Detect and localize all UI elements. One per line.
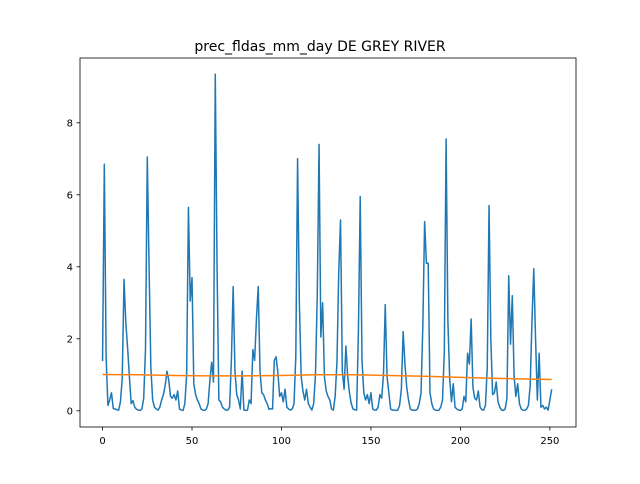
series-layer xyxy=(101,73,553,412)
y-tick-label: 8 xyxy=(67,118,73,129)
x-tick-label: 250 xyxy=(540,436,559,447)
series-line-2 xyxy=(102,373,552,381)
y-tick-label: 2 xyxy=(67,334,73,345)
y-tick-label: 4 xyxy=(67,262,73,273)
x-tick-label: 50 xyxy=(186,436,199,447)
x-tick-label: 0 xyxy=(99,436,105,447)
plot-frame xyxy=(79,57,577,428)
series-line-1 xyxy=(101,73,553,412)
y-tick-label: 0 xyxy=(67,406,73,417)
y-tick-label: 6 xyxy=(67,190,73,201)
chart-title: prec_fldas_mm_day DE GREY RIVER xyxy=(194,39,445,55)
axes-layer: 0 50 100 150 200 250 0 2 4 6 8 xyxy=(67,57,577,447)
x-tick-label: 150 xyxy=(361,436,380,447)
x-tick-label: 200 xyxy=(451,436,470,447)
x-tick-label: 100 xyxy=(272,436,291,447)
